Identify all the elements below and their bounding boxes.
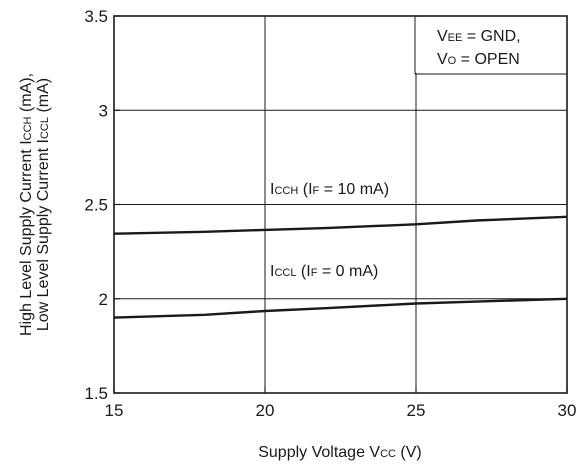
series-label-1: ICCL (IF = 0 mA)	[270, 263, 378, 280]
y-axis-label-line-1: High Level Supply Current ICCH (mA),	[18, 73, 35, 336]
tick-labels: 15 20 25 30 1.5 2 2.5 3 3.5	[84, 7, 576, 420]
condition-line-2: VO = OPEN	[437, 51, 520, 68]
y-axis-label-line-2: Low Level Supply Current ICCL (mA)	[35, 78, 52, 331]
tick-marks	[113, 15, 568, 394]
x-axis-label: Supply Voltage VCC (V)	[258, 444, 422, 461]
condition-box: VEE = GND, VO = OPEN	[414, 17, 567, 75]
grid-lines	[114, 16, 567, 393]
y-tick-label-2: 2	[99, 290, 108, 309]
series-lines: ICCH (IF = 10 mA) ICCL (IF = 0 mA)	[113, 181, 568, 319]
y-tick-label-2.5: 2.5	[84, 196, 108, 215]
y-tick-label-3.5: 3.5	[84, 7, 108, 26]
condition-box-bg	[415, 17, 566, 73]
series-line-0	[113, 215, 568, 235]
x-tick-label-25: 25	[407, 401, 426, 420]
series-label-0: ICCH (IF = 10 mA)	[270, 181, 389, 198]
x-tick-label-30: 30	[558, 401, 577, 420]
y-tick-label-1.5: 1.5	[84, 384, 108, 403]
x-tick-label-20: 20	[256, 401, 275, 420]
axis-labels: Supply Voltage VCC (V) High Level Supply …	[18, 73, 422, 461]
condition-line-1: VEE = GND,	[437, 28, 521, 45]
x-tick-label-15: 15	[105, 401, 124, 420]
series-line-1	[113, 297, 568, 319]
y-tick-label-3: 3	[99, 101, 108, 120]
